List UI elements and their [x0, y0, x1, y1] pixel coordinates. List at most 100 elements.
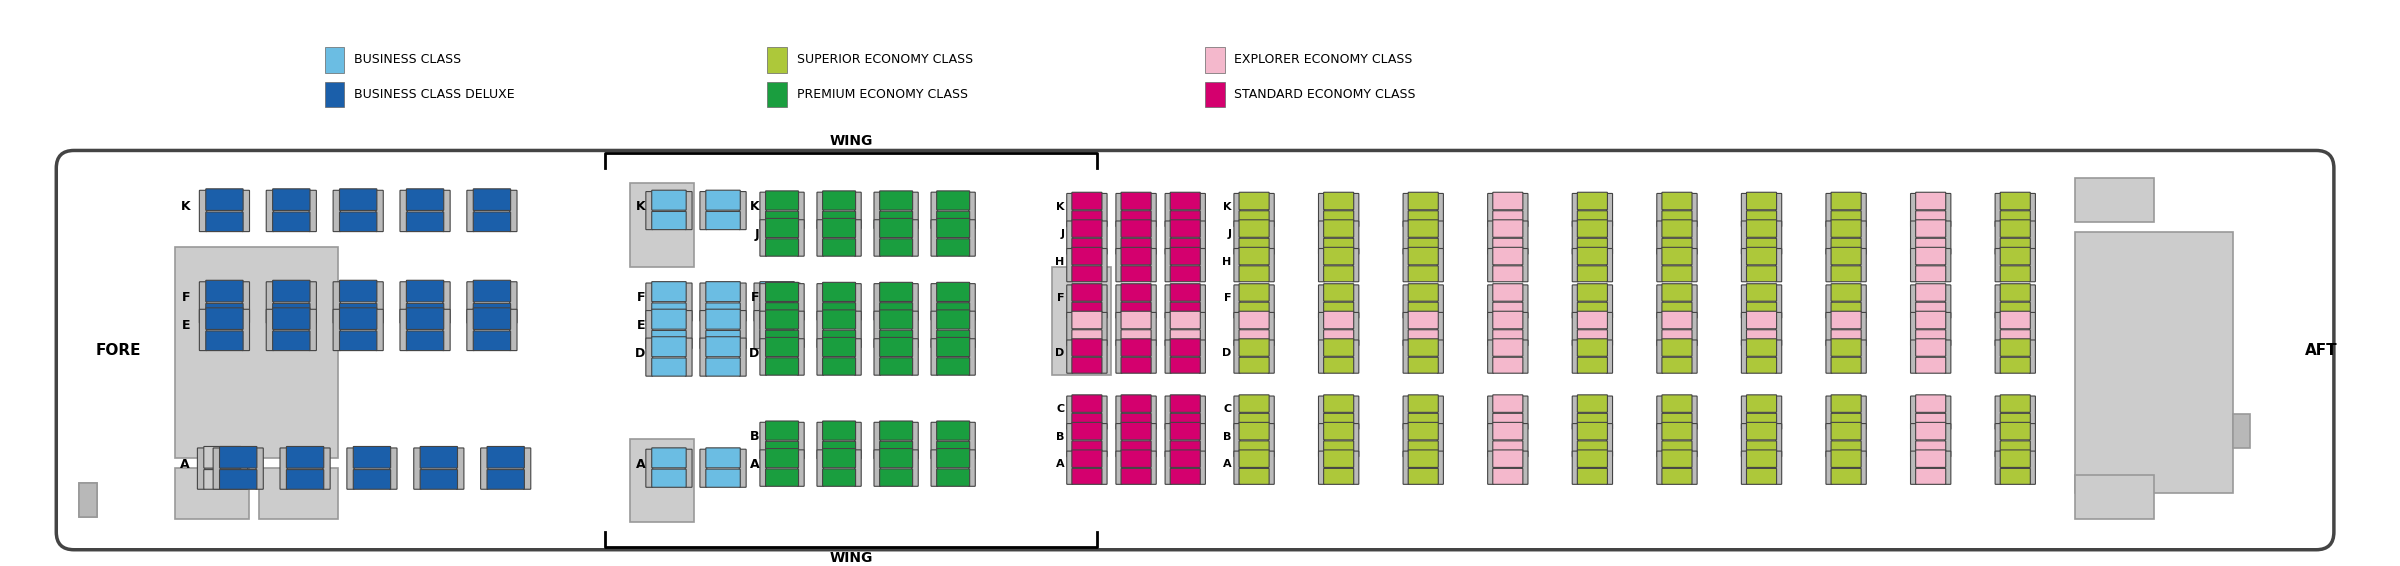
Bar [768, 82, 787, 107]
FancyBboxPatch shape [854, 284, 862, 320]
FancyBboxPatch shape [1409, 450, 1438, 468]
FancyBboxPatch shape [1999, 395, 2030, 413]
FancyBboxPatch shape [1606, 451, 1613, 484]
FancyBboxPatch shape [931, 422, 938, 459]
FancyBboxPatch shape [240, 448, 247, 489]
FancyBboxPatch shape [1742, 194, 1747, 226]
FancyBboxPatch shape [1910, 423, 1918, 457]
FancyBboxPatch shape [1493, 211, 1524, 226]
FancyBboxPatch shape [1999, 284, 2030, 301]
FancyBboxPatch shape [1826, 423, 1831, 457]
FancyBboxPatch shape [936, 421, 970, 440]
FancyBboxPatch shape [1747, 238, 1776, 254]
FancyBboxPatch shape [816, 338, 823, 375]
Bar [324, 47, 346, 73]
FancyBboxPatch shape [1121, 284, 1152, 301]
FancyBboxPatch shape [266, 190, 274, 231]
FancyBboxPatch shape [816, 450, 823, 486]
Text: AFT: AFT [2304, 342, 2338, 358]
Text: D: D [1222, 348, 1231, 358]
FancyBboxPatch shape [1493, 339, 1524, 356]
FancyBboxPatch shape [912, 192, 919, 229]
FancyBboxPatch shape [739, 449, 746, 487]
FancyBboxPatch shape [1831, 238, 1860, 254]
Text: J: J [1061, 229, 1063, 239]
FancyBboxPatch shape [1994, 396, 2002, 429]
FancyBboxPatch shape [766, 191, 799, 210]
FancyBboxPatch shape [1200, 285, 1205, 318]
FancyBboxPatch shape [1325, 266, 1354, 282]
FancyBboxPatch shape [1493, 311, 1524, 329]
FancyBboxPatch shape [1493, 192, 1524, 210]
FancyBboxPatch shape [874, 311, 881, 348]
FancyBboxPatch shape [473, 303, 511, 323]
FancyBboxPatch shape [1171, 220, 1200, 237]
FancyBboxPatch shape [480, 448, 487, 489]
FancyBboxPatch shape [2030, 312, 2035, 346]
FancyBboxPatch shape [286, 470, 324, 489]
FancyBboxPatch shape [1747, 441, 1776, 457]
FancyBboxPatch shape [1325, 238, 1354, 254]
FancyBboxPatch shape [1606, 194, 1613, 226]
FancyBboxPatch shape [1325, 302, 1354, 318]
FancyBboxPatch shape [931, 311, 938, 348]
FancyBboxPatch shape [1073, 284, 1102, 301]
FancyBboxPatch shape [653, 358, 686, 376]
FancyBboxPatch shape [1073, 395, 1102, 413]
FancyBboxPatch shape [881, 421, 912, 440]
FancyBboxPatch shape [1661, 266, 1692, 282]
FancyBboxPatch shape [1915, 330, 1946, 346]
FancyBboxPatch shape [1999, 330, 2030, 346]
FancyBboxPatch shape [377, 190, 384, 231]
Text: BUSINESS CLASS: BUSINESS CLASS [355, 54, 461, 66]
FancyBboxPatch shape [794, 283, 799, 321]
FancyBboxPatch shape [653, 337, 686, 357]
FancyBboxPatch shape [1747, 422, 1776, 440]
FancyBboxPatch shape [1944, 312, 1951, 346]
FancyBboxPatch shape [442, 309, 451, 350]
FancyBboxPatch shape [1318, 312, 1325, 346]
FancyBboxPatch shape [1354, 221, 1358, 254]
FancyBboxPatch shape [970, 311, 974, 348]
FancyBboxPatch shape [1999, 211, 2030, 226]
FancyBboxPatch shape [401, 190, 408, 231]
FancyBboxPatch shape [1066, 248, 1073, 282]
FancyBboxPatch shape [754, 311, 761, 349]
FancyBboxPatch shape [1661, 357, 1692, 373]
Bar [79, 483, 96, 517]
FancyBboxPatch shape [406, 189, 444, 211]
FancyBboxPatch shape [1999, 413, 2030, 429]
FancyBboxPatch shape [936, 282, 970, 302]
FancyBboxPatch shape [406, 212, 444, 231]
FancyBboxPatch shape [766, 448, 799, 468]
FancyBboxPatch shape [1831, 211, 1860, 226]
FancyBboxPatch shape [1150, 396, 1157, 429]
FancyBboxPatch shape [1404, 194, 1409, 226]
FancyBboxPatch shape [1325, 441, 1354, 457]
FancyBboxPatch shape [1267, 194, 1274, 226]
FancyBboxPatch shape [684, 449, 691, 487]
FancyBboxPatch shape [1656, 221, 1663, 254]
FancyBboxPatch shape [1318, 340, 1325, 373]
FancyBboxPatch shape [338, 308, 377, 329]
FancyBboxPatch shape [1116, 221, 1123, 254]
FancyBboxPatch shape [1572, 221, 1579, 254]
FancyBboxPatch shape [1915, 284, 1946, 301]
FancyBboxPatch shape [1826, 194, 1831, 226]
FancyBboxPatch shape [881, 310, 912, 329]
FancyBboxPatch shape [1066, 194, 1073, 226]
FancyBboxPatch shape [1318, 221, 1325, 254]
FancyBboxPatch shape [1234, 340, 1241, 373]
FancyBboxPatch shape [1354, 396, 1358, 429]
FancyBboxPatch shape [1572, 312, 1579, 346]
FancyBboxPatch shape [1116, 423, 1123, 457]
FancyBboxPatch shape [1910, 396, 1918, 429]
FancyBboxPatch shape [1200, 340, 1205, 373]
FancyBboxPatch shape [1164, 340, 1171, 373]
FancyBboxPatch shape [338, 189, 377, 211]
FancyBboxPatch shape [854, 450, 862, 486]
FancyBboxPatch shape [1661, 450, 1692, 468]
FancyBboxPatch shape [1325, 469, 1354, 484]
FancyBboxPatch shape [1325, 395, 1354, 413]
FancyBboxPatch shape [1944, 285, 1951, 318]
